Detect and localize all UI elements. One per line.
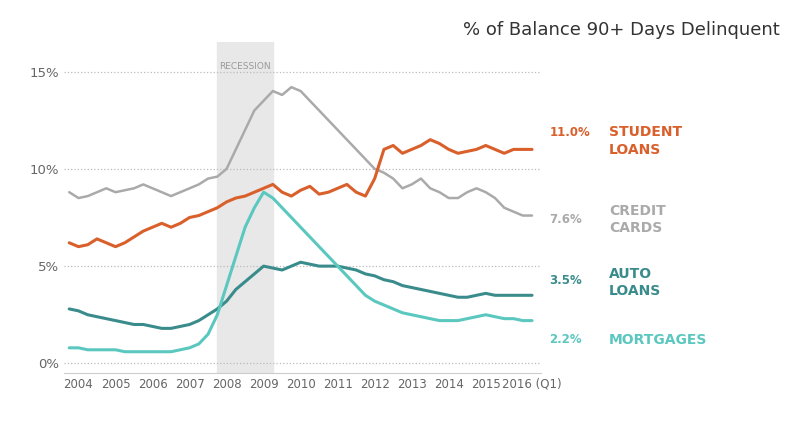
Bar (217, 42, 273, 373)
Text: CREDIT
CARDS: CREDIT CARDS (609, 204, 665, 235)
Text: 3.5%: 3.5% (549, 274, 582, 287)
Text: STUDENT
LOANS: STUDENT LOANS (609, 125, 682, 156)
Text: 7.6%: 7.6% (549, 213, 582, 226)
Text: RECESSION: RECESSION (219, 62, 271, 71)
Text: AUTO
LOANS: AUTO LOANS (609, 267, 661, 298)
Text: MORTGAGES: MORTGAGES (609, 333, 708, 347)
Text: 2.2%: 2.2% (549, 333, 582, 346)
Text: 11.0%: 11.0% (549, 126, 590, 139)
Text: % of Balance 90+ Days Delinquent: % of Balance 90+ Days Delinquent (463, 21, 780, 39)
